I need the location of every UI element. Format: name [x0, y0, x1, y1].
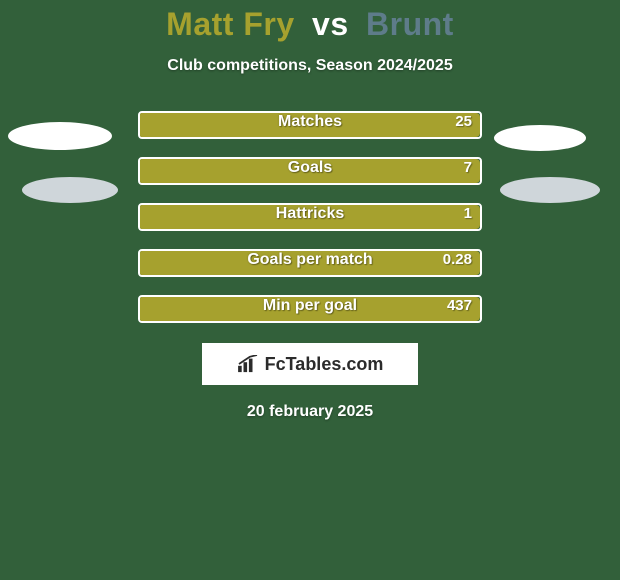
stat-label: Matches — [278, 113, 342, 131]
stat-row: Hattricks 1 — [0, 203, 620, 231]
stat-label: Min per goal — [263, 297, 357, 315]
brand-text: FcTables.com — [265, 354, 384, 375]
brand-badge: FcTables.com — [202, 343, 418, 385]
title-player1: Matt Fry — [166, 6, 294, 42]
stat-row: Min per goal 437 — [0, 295, 620, 323]
stat-value-right: 1 — [464, 205, 472, 222]
stat-value-right: 0.28 — [443, 251, 472, 268]
stat-value-right: 25 — [455, 113, 472, 130]
stat-bar-track: Matches 25 — [138, 111, 482, 139]
date-label: 20 february 2025 — [247, 403, 373, 421]
comparison-infographic: Matt Fry vs Brunt Club competitions, Sea… — [0, 0, 620, 580]
stat-label: Hattricks — [276, 205, 344, 223]
stat-row: Goals per match 0.28 — [0, 249, 620, 277]
brand-chart-icon — [237, 355, 259, 373]
stat-bar-track: Goals per match 0.28 — [138, 249, 482, 277]
stat-label: Goals — [288, 159, 332, 177]
decorative-ellipse — [494, 125, 586, 151]
title-vs: vs — [312, 6, 349, 42]
page-subtitle: Club competitions, Season 2024/2025 — [167, 57, 452, 75]
decorative-ellipse — [22, 177, 118, 203]
stat-value-right: 437 — [447, 297, 472, 314]
stat-bar-track: Goals 7 — [138, 157, 482, 185]
stat-bar-track: Min per goal 437 — [138, 295, 482, 323]
stat-value-right: 7 — [464, 159, 472, 176]
title-player2: Brunt — [366, 6, 454, 42]
page-title: Matt Fry vs Brunt — [166, 6, 454, 43]
decorative-ellipse — [500, 177, 600, 203]
stat-bar-track: Hattricks 1 — [138, 203, 482, 231]
stat-label: Goals per match — [247, 251, 372, 269]
decorative-ellipse — [8, 122, 112, 150]
